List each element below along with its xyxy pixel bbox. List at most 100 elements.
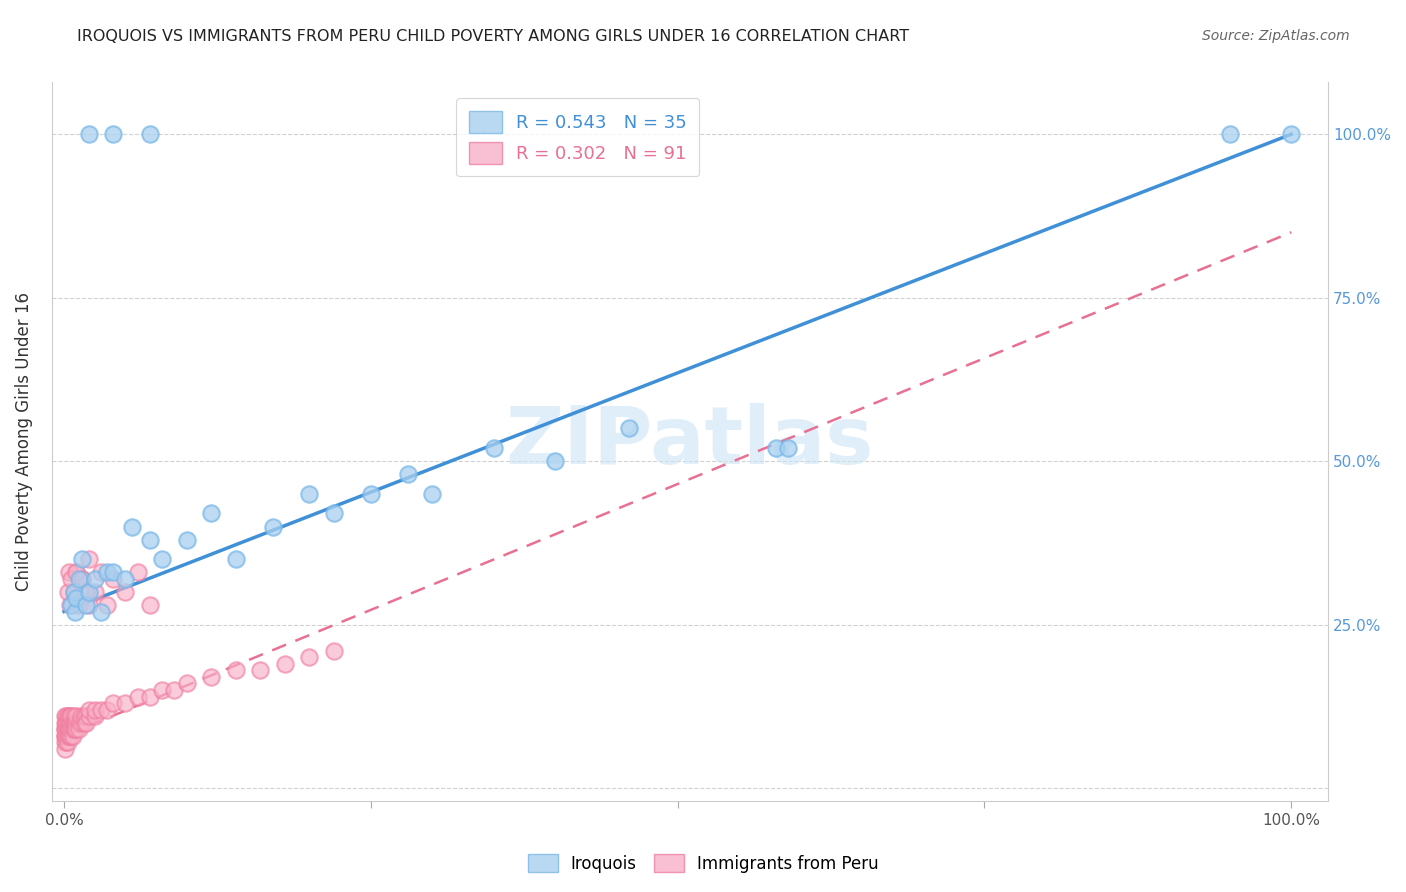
Point (127, 690, 149, 704)
Point (65, 715, 87, 730)
Point (67, 598, 90, 612)
Point (778, 441, 800, 455)
Point (75, 709, 97, 723)
Point (73, 715, 96, 730)
Point (765, 441, 787, 455)
Point (77, 127, 100, 141)
Point (58, 723, 80, 737)
Point (1219, 127, 1241, 141)
Point (60, 572, 83, 586)
Point (58, 566, 80, 580)
Point (70, 715, 93, 730)
Point (176, 533, 198, 547)
Point (298, 650, 321, 665)
Point (63, 723, 86, 737)
Point (53, 723, 76, 737)
Point (73, 709, 96, 723)
Point (62, 729, 84, 743)
Legend: Iroquois, Immigrants from Peru: Iroquois, Immigrants from Peru (520, 847, 886, 880)
Point (323, 644, 346, 658)
Point (63, 723, 86, 737)
Point (58, 709, 80, 723)
Point (63, 715, 86, 730)
Point (96, 703, 118, 717)
Point (62, 723, 84, 737)
Point (59, 715, 82, 730)
Point (72, 572, 94, 586)
Point (101, 572, 124, 586)
Point (56, 585, 79, 599)
Point (75, 715, 97, 730)
Point (139, 127, 162, 141)
Point (63, 715, 86, 730)
Point (77, 585, 100, 599)
Point (72, 552, 94, 566)
Text: ZIPatlas: ZIPatlas (506, 402, 875, 481)
Point (53, 715, 76, 730)
Point (225, 552, 247, 566)
Point (274, 657, 297, 671)
Point (55, 715, 77, 730)
Point (65, 709, 87, 723)
Point (56, 729, 79, 743)
Point (63, 585, 86, 599)
Point (77, 598, 100, 612)
Point (55, 735, 77, 749)
Y-axis label: Child Poverty Among Girls Under 16: Child Poverty Among Girls Under 16 (15, 292, 32, 591)
Point (55, 729, 77, 743)
Point (65, 566, 87, 580)
Point (60, 715, 83, 730)
Point (56, 709, 79, 723)
Point (298, 487, 321, 501)
Point (617, 421, 640, 435)
Point (56, 715, 79, 730)
Point (60, 729, 83, 743)
Point (55, 709, 77, 723)
Point (262, 519, 284, 533)
Point (63, 605, 86, 619)
Point (249, 664, 271, 678)
Point (53, 709, 76, 723)
Point (1279, 127, 1302, 141)
Text: Source: ZipAtlas.com: Source: ZipAtlas.com (1202, 29, 1350, 43)
Point (53, 723, 76, 737)
Text: IROQUOIS VS IMMIGRANTS FROM PERU CHILD POVERTY AMONG GIRLS UNDER 16 CORRELATION : IROQUOIS VS IMMIGRANTS FROM PERU CHILD P… (77, 29, 910, 44)
Point (56, 723, 79, 737)
Point (139, 598, 162, 612)
Point (83, 572, 105, 586)
Point (53, 729, 76, 743)
Point (127, 566, 149, 580)
Point (56, 735, 79, 749)
Point (90, 703, 112, 717)
Point (59, 723, 82, 737)
Point (77, 703, 100, 717)
Point (67, 723, 90, 737)
Point (58, 729, 80, 743)
Point (53, 735, 76, 749)
Point (101, 696, 124, 710)
Point (55, 723, 77, 737)
Point (114, 572, 136, 586)
Point (67, 715, 90, 730)
Point (163, 683, 186, 698)
Point (60, 709, 83, 723)
Point (65, 566, 87, 580)
Legend: R = 0.543   N = 35, R = 0.302   N = 91: R = 0.543 N = 35, R = 0.302 N = 91 (457, 98, 699, 177)
Point (323, 507, 346, 521)
Point (139, 533, 162, 547)
Point (60, 723, 83, 737)
Point (396, 467, 419, 482)
Point (360, 487, 382, 501)
Point (59, 598, 82, 612)
Point (150, 683, 173, 698)
Point (544, 454, 567, 468)
Point (62, 715, 84, 730)
Point (63, 709, 86, 723)
Point (114, 585, 136, 599)
Point (65, 723, 87, 737)
Point (96, 566, 118, 580)
Point (101, 566, 124, 580)
Point (60, 598, 83, 612)
Point (200, 507, 222, 521)
Point (90, 566, 112, 580)
